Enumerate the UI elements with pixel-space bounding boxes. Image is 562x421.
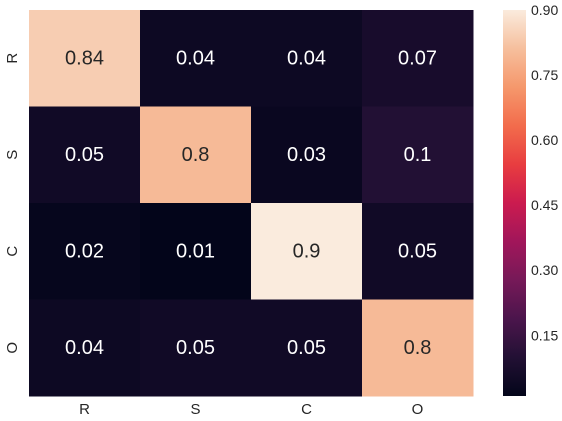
- heatmap-cell-label: 0.9: [293, 240, 321, 262]
- heatmap-cell-label: 0.05: [398, 240, 437, 262]
- colorbar-tick-label: 0.75: [531, 67, 558, 83]
- heatmap-cell-label: 0.01: [176, 240, 215, 262]
- heatmap-cell-label: 0.05: [65, 144, 104, 166]
- y-tick-label: R: [4, 53, 21, 64]
- heatmap-cell-R-C: [251, 10, 363, 107]
- x-tick-label: S: [190, 401, 200, 418]
- heatmap-cells: [29, 10, 474, 397]
- heatmap-cell-label: 0.02: [65, 240, 104, 262]
- colorbar-tick-label: 0.90: [531, 2, 558, 18]
- heatmap-cell-R-O: [362, 10, 474, 107]
- heatmap-cell-label: 0.04: [287, 47, 326, 69]
- y-axis-ticks: R S C O: [4, 53, 21, 354]
- y-tick-label: C: [4, 246, 21, 257]
- heatmap-cell-S-S: [140, 106, 252, 204]
- colorbar-gradient: [503, 10, 526, 396]
- x-tick-label: C: [301, 401, 312, 418]
- y-tick-label: O: [4, 342, 21, 354]
- colorbar-tick-label: 0.15: [531, 327, 558, 343]
- y-tick-label: S: [4, 150, 21, 160]
- heatmap-cell-label: 0.04: [65, 337, 104, 359]
- heatmap-cell-labels: 0.84 0.04 0.04 0.07 0.05 0.8 0.03 0.1 0.02 0.01 0.…: [65, 47, 437, 359]
- heatmap-cell-label: 0.05: [287, 337, 326, 359]
- heatmap-cell-label: 0.04: [176, 47, 215, 69]
- heatmap-cell-label: 0.84: [65, 47, 104, 69]
- heatmap-cell-label: 0.07: [398, 47, 437, 69]
- heatmap-cell-C-O: [362, 203, 474, 300]
- colorbar-tick-label: 0.60: [531, 132, 558, 148]
- heatmap-cell-label: 0.05: [176, 337, 215, 359]
- heatmap-cell-C-C: [251, 203, 363, 300]
- heatmap-cell-label: 0.03: [287, 144, 326, 166]
- heatmap-cell-O-O: [362, 299, 474, 397]
- heatmap-cell-S-C: [251, 106, 363, 204]
- heatmap-cell-label: 0.1: [404, 144, 432, 166]
- heatmap-cell-C-S: [140, 203, 252, 300]
- heatmap-cell-label: 0.8: [404, 337, 432, 359]
- heatmap-cell-R-S: [140, 10, 252, 107]
- heatmap-cell-O-S: [140, 299, 252, 397]
- heatmap-cell-O-R: [29, 299, 141, 397]
- heatmap-cell-S-O: [362, 106, 474, 204]
- colorbar-tick-label: 0.45: [531, 197, 558, 213]
- colorbar-tick-label: 0.30: [531, 262, 558, 278]
- heatmap-cell-S-R: [29, 106, 141, 204]
- heatmap-cell-label: 0.8: [182, 144, 210, 166]
- heatmap-cell-R-R: [29, 10, 141, 107]
- x-tick-label: R: [79, 401, 90, 418]
- heatmap-cell-C-R: [29, 203, 141, 300]
- heatmap-cell-O-C: [251, 299, 363, 397]
- x-tick-label: O: [412, 401, 424, 418]
- colorbar: 0.15 0.30 0.45 0.60 0.75 0.90: [503, 2, 558, 396]
